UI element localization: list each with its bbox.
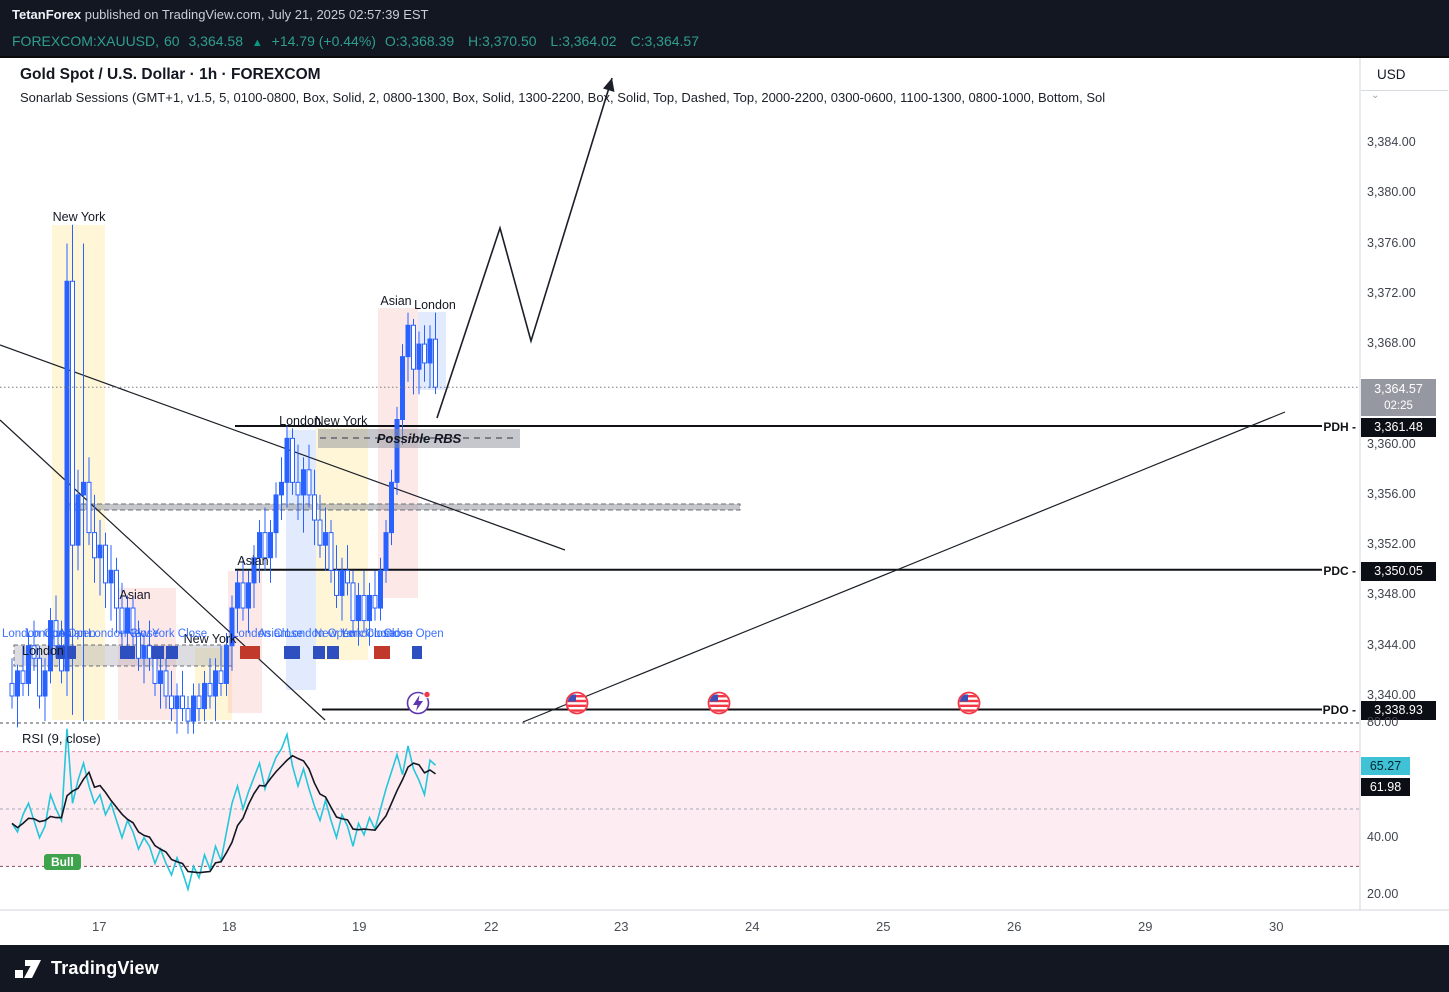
session-marker xyxy=(327,646,339,659)
session-marker xyxy=(67,646,76,659)
rbs-label: Possible RBS xyxy=(377,431,462,446)
publish-details: published on TradingView.com, July 21, 2… xyxy=(81,7,429,22)
publish-info-bar: TetanForex published on TradingView.com,… xyxy=(0,0,1449,28)
session-event-label: Asian xyxy=(58,628,87,640)
rsi-line xyxy=(11,728,437,893)
symbol-name[interactable]: FOREXCOM:XAUUSD, xyxy=(12,33,160,49)
session-event-label: London Open xyxy=(374,628,444,640)
session-name-label: New York xyxy=(53,210,107,224)
session-event-label: London Close xyxy=(232,628,303,640)
chart-top-border xyxy=(0,56,1449,58)
session-name-label: New York xyxy=(315,414,369,428)
publisher-name[interactable]: TetanForex xyxy=(12,7,82,22)
brand-name[interactable]: TradingView xyxy=(51,958,159,978)
projection-zigzag[interactable] xyxy=(436,77,613,419)
close-value: C:3,364.57 xyxy=(630,33,699,49)
low-value: L:3,364.02 xyxy=(550,33,617,49)
session-event-label: London Open xyxy=(26,628,96,640)
session-event-label: New York Close xyxy=(126,628,207,640)
session-event-label: Asian xyxy=(258,628,287,640)
rsi-ma-line xyxy=(11,754,436,874)
session-event-label: New York Close xyxy=(314,628,395,640)
session-marker xyxy=(313,646,325,659)
session-name-label: London xyxy=(279,414,321,428)
session-name-label: Asian xyxy=(380,294,411,308)
notification-dot xyxy=(423,690,431,699)
last-price: 3,364.58 xyxy=(188,33,243,49)
session-name-label: Asian xyxy=(119,588,150,602)
rbs-zone-box[interactable] xyxy=(318,429,520,448)
symbol-info-bar: FOREXCOM:XAUUSD, 60 3,364.58 ▲ +14.79 (+0… xyxy=(0,28,1449,56)
up-arrow-icon: ▲ xyxy=(251,37,263,49)
session-marker xyxy=(412,646,422,659)
price-change: +14.79 (+0.44%) xyxy=(271,33,376,49)
tradingview-logo[interactable] xyxy=(12,954,42,984)
session-marker xyxy=(152,646,164,659)
trend-line[interactable] xyxy=(0,344,566,551)
session-name-label: London xyxy=(414,298,456,312)
session-marker xyxy=(120,646,135,659)
session-marker xyxy=(374,646,390,659)
session-marker xyxy=(166,646,178,659)
candles-layer xyxy=(9,224,438,734)
session-name-label: New York xyxy=(184,632,238,646)
footer-bar: TradingView xyxy=(0,945,1449,992)
session-marker xyxy=(240,646,260,659)
session-marker xyxy=(56,646,65,659)
open-value: O:3,368.39 xyxy=(384,33,455,49)
session-name-label: Asian xyxy=(237,554,268,568)
high-value: H:3,370.50 xyxy=(468,33,537,49)
session-event-label: London Close xyxy=(342,628,413,640)
trend-line[interactable] xyxy=(0,419,326,721)
currency-selector[interactable]: USD xyxy=(1361,58,1448,91)
timeframe[interactable]: 60 xyxy=(164,33,180,49)
projection-arrowhead xyxy=(603,78,615,92)
session-marker xyxy=(284,646,300,659)
session-event-label: London Open xyxy=(286,628,356,640)
trend-line[interactable] xyxy=(522,411,1286,723)
gray-dashed-zone xyxy=(64,503,741,511)
session-name-label: London xyxy=(22,644,64,658)
session-event-label: London Open xyxy=(2,628,72,640)
session-event-label: London Close xyxy=(88,628,159,640)
